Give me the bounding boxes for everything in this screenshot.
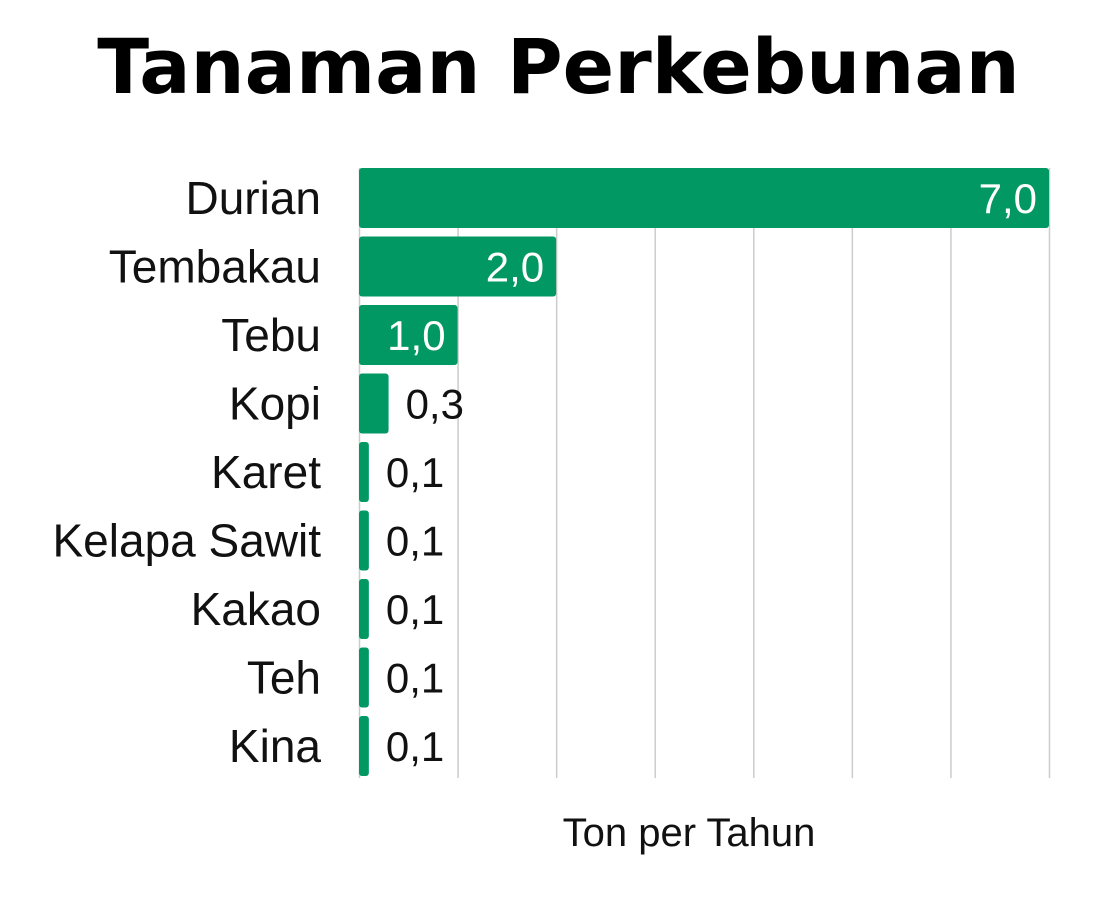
value-label: 0,1 bbox=[386, 518, 444, 565]
category-label: Kelapa Sawit bbox=[53, 515, 322, 567]
category-label: Kina bbox=[229, 720, 321, 772]
bar-durian bbox=[359, 168, 1049, 228]
x-axis-title: Ton per Tahun bbox=[563, 811, 816, 855]
category-labels: Durian Tembakau Tebu Kopi Karet Kelapa Sawit K… bbox=[53, 172, 322, 772]
category-label: Durian bbox=[185, 172, 321, 224]
bar-kopi bbox=[359, 373, 389, 434]
bar-kina bbox=[359, 716, 369, 776]
value-label: 0,1 bbox=[386, 655, 444, 702]
value-label: 2,0 bbox=[486, 244, 544, 291]
chart-title: Tanaman Perkebunan bbox=[97, 22, 1020, 111]
value-label: 7,0 bbox=[979, 175, 1037, 222]
bars bbox=[359, 168, 1049, 776]
value-label: 0,1 bbox=[386, 586, 444, 633]
category-label: Tebu bbox=[221, 309, 321, 361]
category-label: Tembakau bbox=[109, 241, 321, 293]
bar-kakao bbox=[359, 579, 369, 639]
bar-tembakau bbox=[359, 236, 557, 297]
category-label: Teh bbox=[247, 652, 321, 704]
bar-karet bbox=[359, 442, 369, 502]
bar-teh bbox=[359, 647, 369, 708]
category-label: Karet bbox=[211, 446, 321, 498]
value-label: 0,1 bbox=[386, 449, 444, 496]
category-label: Kakao bbox=[191, 583, 321, 635]
value-labels: 7,0 2,0 1,0 0,3 0,1 0,1 0,1 0,1 0,1 bbox=[386, 175, 1037, 770]
category-label: Kopi bbox=[229, 378, 321, 430]
bar-tebu bbox=[359, 305, 458, 365]
bar-kelapa-sawit bbox=[359, 510, 369, 571]
value-label: 1,0 bbox=[387, 312, 445, 359]
value-label: 0,3 bbox=[406, 381, 464, 428]
value-label: 0,1 bbox=[386, 723, 444, 770]
